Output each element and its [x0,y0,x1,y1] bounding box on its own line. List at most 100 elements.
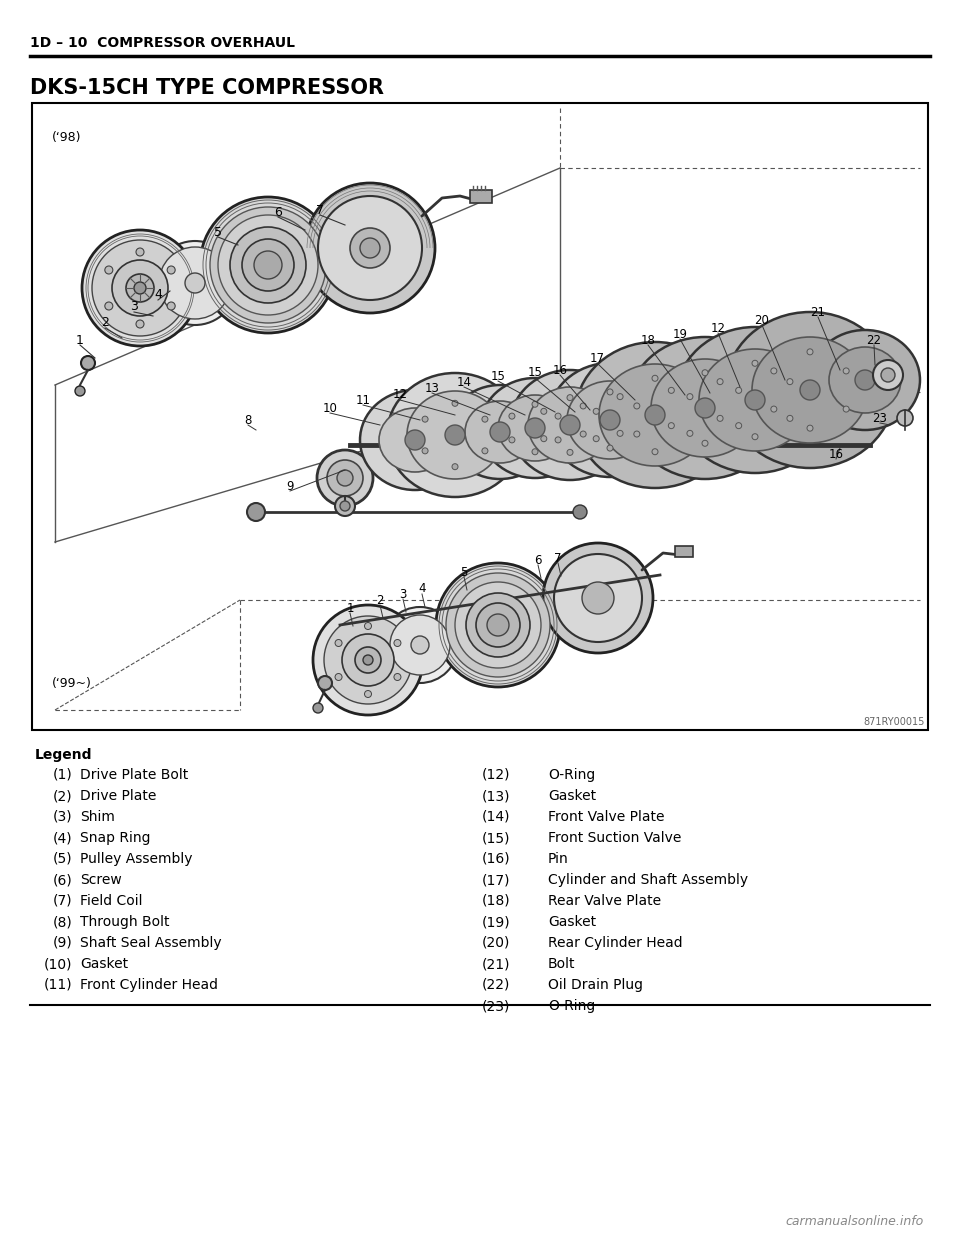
Circle shape [242,239,294,291]
Text: 17: 17 [589,351,605,365]
Ellipse shape [829,348,901,413]
Text: 11: 11 [355,394,371,406]
Circle shape [390,615,450,675]
Circle shape [695,398,715,418]
Text: (8): (8) [52,915,72,929]
Circle shape [136,248,144,256]
Circle shape [337,470,353,486]
Text: 12: 12 [710,321,726,335]
Circle shape [752,434,758,440]
Circle shape [167,302,175,310]
Circle shape [645,405,665,425]
Text: (‘99~): (‘99~) [52,676,92,690]
Circle shape [735,388,742,394]
Text: Gasket: Gasket [548,789,596,802]
Text: 1: 1 [347,601,353,615]
Circle shape [134,282,146,294]
Text: O-Ring: O-Ring [548,999,595,1012]
Text: 4: 4 [419,582,425,595]
Text: Through Bolt: Through Bolt [80,915,170,929]
Text: Pin: Pin [548,853,568,866]
Text: 7: 7 [554,551,562,565]
Circle shape [105,302,113,310]
Text: Gasket: Gasket [548,915,596,929]
Text: (2): (2) [53,789,72,802]
Circle shape [210,208,326,322]
Circle shape [394,640,401,646]
Circle shape [482,416,488,422]
Text: Drive Plate Bolt: Drive Plate Bolt [80,768,188,782]
Circle shape [752,360,758,366]
Text: 23: 23 [873,411,887,425]
Text: 871RY00015: 871RY00015 [864,718,925,728]
Circle shape [600,410,620,430]
Circle shape [313,605,423,715]
Circle shape [807,425,813,431]
Ellipse shape [548,362,672,478]
Text: Drive Plate: Drive Plate [80,789,156,802]
Text: 6: 6 [274,205,282,219]
Circle shape [573,505,587,519]
Text: Oil Drain Plug: Oil Drain Plug [548,978,643,992]
Circle shape [532,449,538,455]
Ellipse shape [379,408,451,472]
Circle shape [702,370,708,376]
Circle shape [153,241,237,325]
Circle shape [735,422,742,429]
Text: 18: 18 [640,334,656,346]
Text: (10): (10) [43,958,72,971]
Text: 15: 15 [491,370,505,382]
Circle shape [540,409,547,414]
Text: Field Coil: Field Coil [80,894,142,908]
Circle shape [452,400,458,406]
Circle shape [490,422,510,442]
Circle shape [567,449,573,455]
Text: 6: 6 [535,554,541,566]
Circle shape [81,356,95,370]
Circle shape [745,390,765,410]
Ellipse shape [725,312,895,468]
Ellipse shape [599,364,711,466]
Text: 16: 16 [828,448,844,460]
Circle shape [800,380,820,400]
Text: Screw: Screw [80,872,122,887]
Circle shape [487,614,509,636]
Circle shape [543,542,653,652]
Circle shape [360,238,380,258]
Text: Legend: Legend [35,748,92,762]
Circle shape [105,266,113,274]
Ellipse shape [498,395,572,461]
Ellipse shape [360,390,470,490]
Text: 10: 10 [323,401,337,415]
Circle shape [317,450,373,506]
Ellipse shape [567,381,653,459]
Circle shape [126,274,154,302]
Text: Shim: Shim [80,810,115,824]
Text: (17): (17) [482,872,510,887]
Circle shape [668,422,674,429]
Circle shape [167,266,175,274]
Circle shape [787,379,793,385]
Circle shape [335,640,342,646]
Text: 9: 9 [286,480,294,492]
Circle shape [405,430,425,450]
Text: 8: 8 [244,414,252,426]
Circle shape [617,394,623,400]
Circle shape [75,386,85,396]
Circle shape [335,674,342,680]
Text: Cylinder and Shaft Assembly: Cylinder and Shaft Assembly [548,872,748,887]
Circle shape [455,582,541,668]
Circle shape [355,648,381,672]
Circle shape [652,375,658,381]
Circle shape [897,410,913,426]
Bar [675,546,693,558]
Circle shape [532,401,538,408]
Circle shape [365,622,372,630]
Text: 21: 21 [810,305,826,319]
Circle shape [843,406,850,412]
Circle shape [318,196,422,300]
Circle shape [436,562,560,688]
Circle shape [318,676,332,690]
Circle shape [112,260,168,316]
Circle shape [92,240,188,336]
